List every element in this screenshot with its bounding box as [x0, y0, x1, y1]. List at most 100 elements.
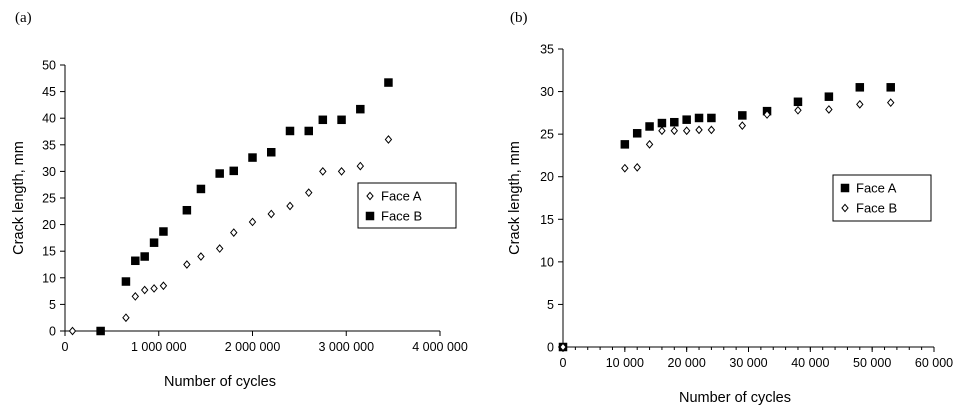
legend-marker-2: [365, 211, 375, 221]
y-tick-label: 10: [42, 271, 56, 285]
legend-label-1: Face A: [381, 189, 422, 204]
data-point: [632, 129, 642, 138]
data-point: [248, 153, 257, 162]
y-tick-label: 40: [42, 112, 56, 126]
data-point: [645, 139, 654, 149]
data-point: [384, 78, 393, 87]
x-axis-title: Number of cycles: [164, 374, 276, 390]
data-point: [150, 284, 158, 293]
y-tick-label: 30: [540, 85, 554, 99]
data-point: [140, 285, 149, 295]
y-tick-label: 20: [540, 170, 554, 184]
data-point: [68, 326, 77, 336]
y-tick-label: 35: [42, 138, 56, 152]
data-point: [196, 184, 206, 194]
data-point: [318, 115, 328, 125]
data-point: [305, 188, 313, 198]
data-point: [285, 126, 295, 136]
data-point: [738, 121, 747, 131]
y-axis-title: Crack length, mm: [507, 141, 523, 255]
data-point: [886, 83, 895, 92]
data-point: [825, 105, 833, 114]
data-point: [670, 126, 679, 136]
data-point: [763, 110, 771, 119]
data-point: [682, 115, 691, 124]
x-tick-label: 0: [62, 340, 69, 354]
legend-marker-2: [841, 203, 849, 213]
data-point: [215, 169, 224, 178]
y-tick-label: 30: [42, 165, 56, 179]
legend-label-2: Face B: [856, 201, 897, 216]
legend-label-1: Face A: [856, 181, 897, 196]
y-tick-label: 15: [42, 245, 56, 259]
data-point: [319, 167, 327, 176]
x-tick-label: 2 000 000: [225, 340, 281, 354]
y-tick-label: 20: [42, 218, 56, 232]
data-point: [230, 228, 238, 237]
data-point: [645, 122, 654, 131]
x-tick-label: 0: [560, 356, 567, 370]
y-tick-label: 50: [42, 59, 56, 73]
legend-box: [832, 174, 932, 222]
legend-marker-1: [366, 191, 374, 201]
chart-panel-1: (a) 0 5 10 15 20 25 30 35 40 45 50 0 1 000 000 2 000 0…: [11, 10, 468, 390]
data-point: [131, 292, 140, 301]
y-axis-title: Crack length, mm: [11, 141, 27, 255]
x-tick-label: 1 000 000: [131, 340, 187, 354]
data-point: [384, 135, 393, 144]
data-point: [286, 201, 294, 211]
x-tick-label: 4 000 000: [412, 340, 468, 354]
data-point: [694, 113, 704, 123]
data-point: [794, 105, 802, 115]
data-point: [96, 326, 105, 336]
x-tick-label: 50 000: [853, 356, 891, 370]
data-point: [159, 281, 168, 291]
data-point: [621, 163, 629, 173]
series-face-a: [68, 135, 393, 336]
y-tick-label: 0: [547, 341, 554, 355]
data-point: [707, 125, 716, 135]
y-tick-label: 15: [540, 213, 554, 227]
y-tick-label: 35: [540, 43, 554, 57]
data-point: [707, 113, 716, 123]
x-tick-label: 60 000: [915, 356, 953, 370]
data-point: [356, 161, 365, 171]
data-point: [131, 256, 140, 266]
data-point: [657, 118, 667, 128]
data-point: [855, 83, 865, 92]
data-point: [856, 99, 864, 109]
x-tick-label: 30 000: [729, 356, 767, 370]
y-tick-label: 5: [49, 298, 56, 312]
data-point: [559, 342, 567, 352]
y-tick-label: 0: [49, 325, 56, 339]
data-point: [824, 92, 834, 101]
data-point: [670, 117, 679, 127]
data-point: [633, 162, 641, 172]
data-point: [682, 126, 691, 136]
data-point: [738, 111, 747, 120]
series-face-b: [559, 98, 895, 352]
data-point: [620, 140, 630, 149]
data-point: [121, 277, 131, 286]
chart-panel-2: (b) 0 5 10 15 20 25 30 35 0 10 000 20 000 30 000 40 0…: [507, 10, 953, 406]
series-face-b: [96, 78, 393, 336]
data-point: [337, 167, 346, 176]
data-point: [304, 126, 313, 136]
data-point: [159, 227, 168, 236]
data-point: [248, 217, 257, 227]
data-point: [122, 313, 130, 323]
data-point: [267, 147, 276, 157]
panel-label: (b): [510, 10, 528, 26]
x-tick-label: 40 000: [791, 356, 829, 370]
x-tick-label: 10 000: [606, 356, 644, 370]
data-point: [337, 115, 346, 125]
x-tick-label: 3 000 000: [318, 340, 374, 354]
x-tick-label: 20 000: [668, 356, 706, 370]
data-point: [229, 166, 238, 176]
data-point: [149, 238, 159, 247]
data-point: [197, 252, 205, 261]
data-point: [695, 125, 703, 135]
y-tick-label: 25: [42, 192, 56, 206]
